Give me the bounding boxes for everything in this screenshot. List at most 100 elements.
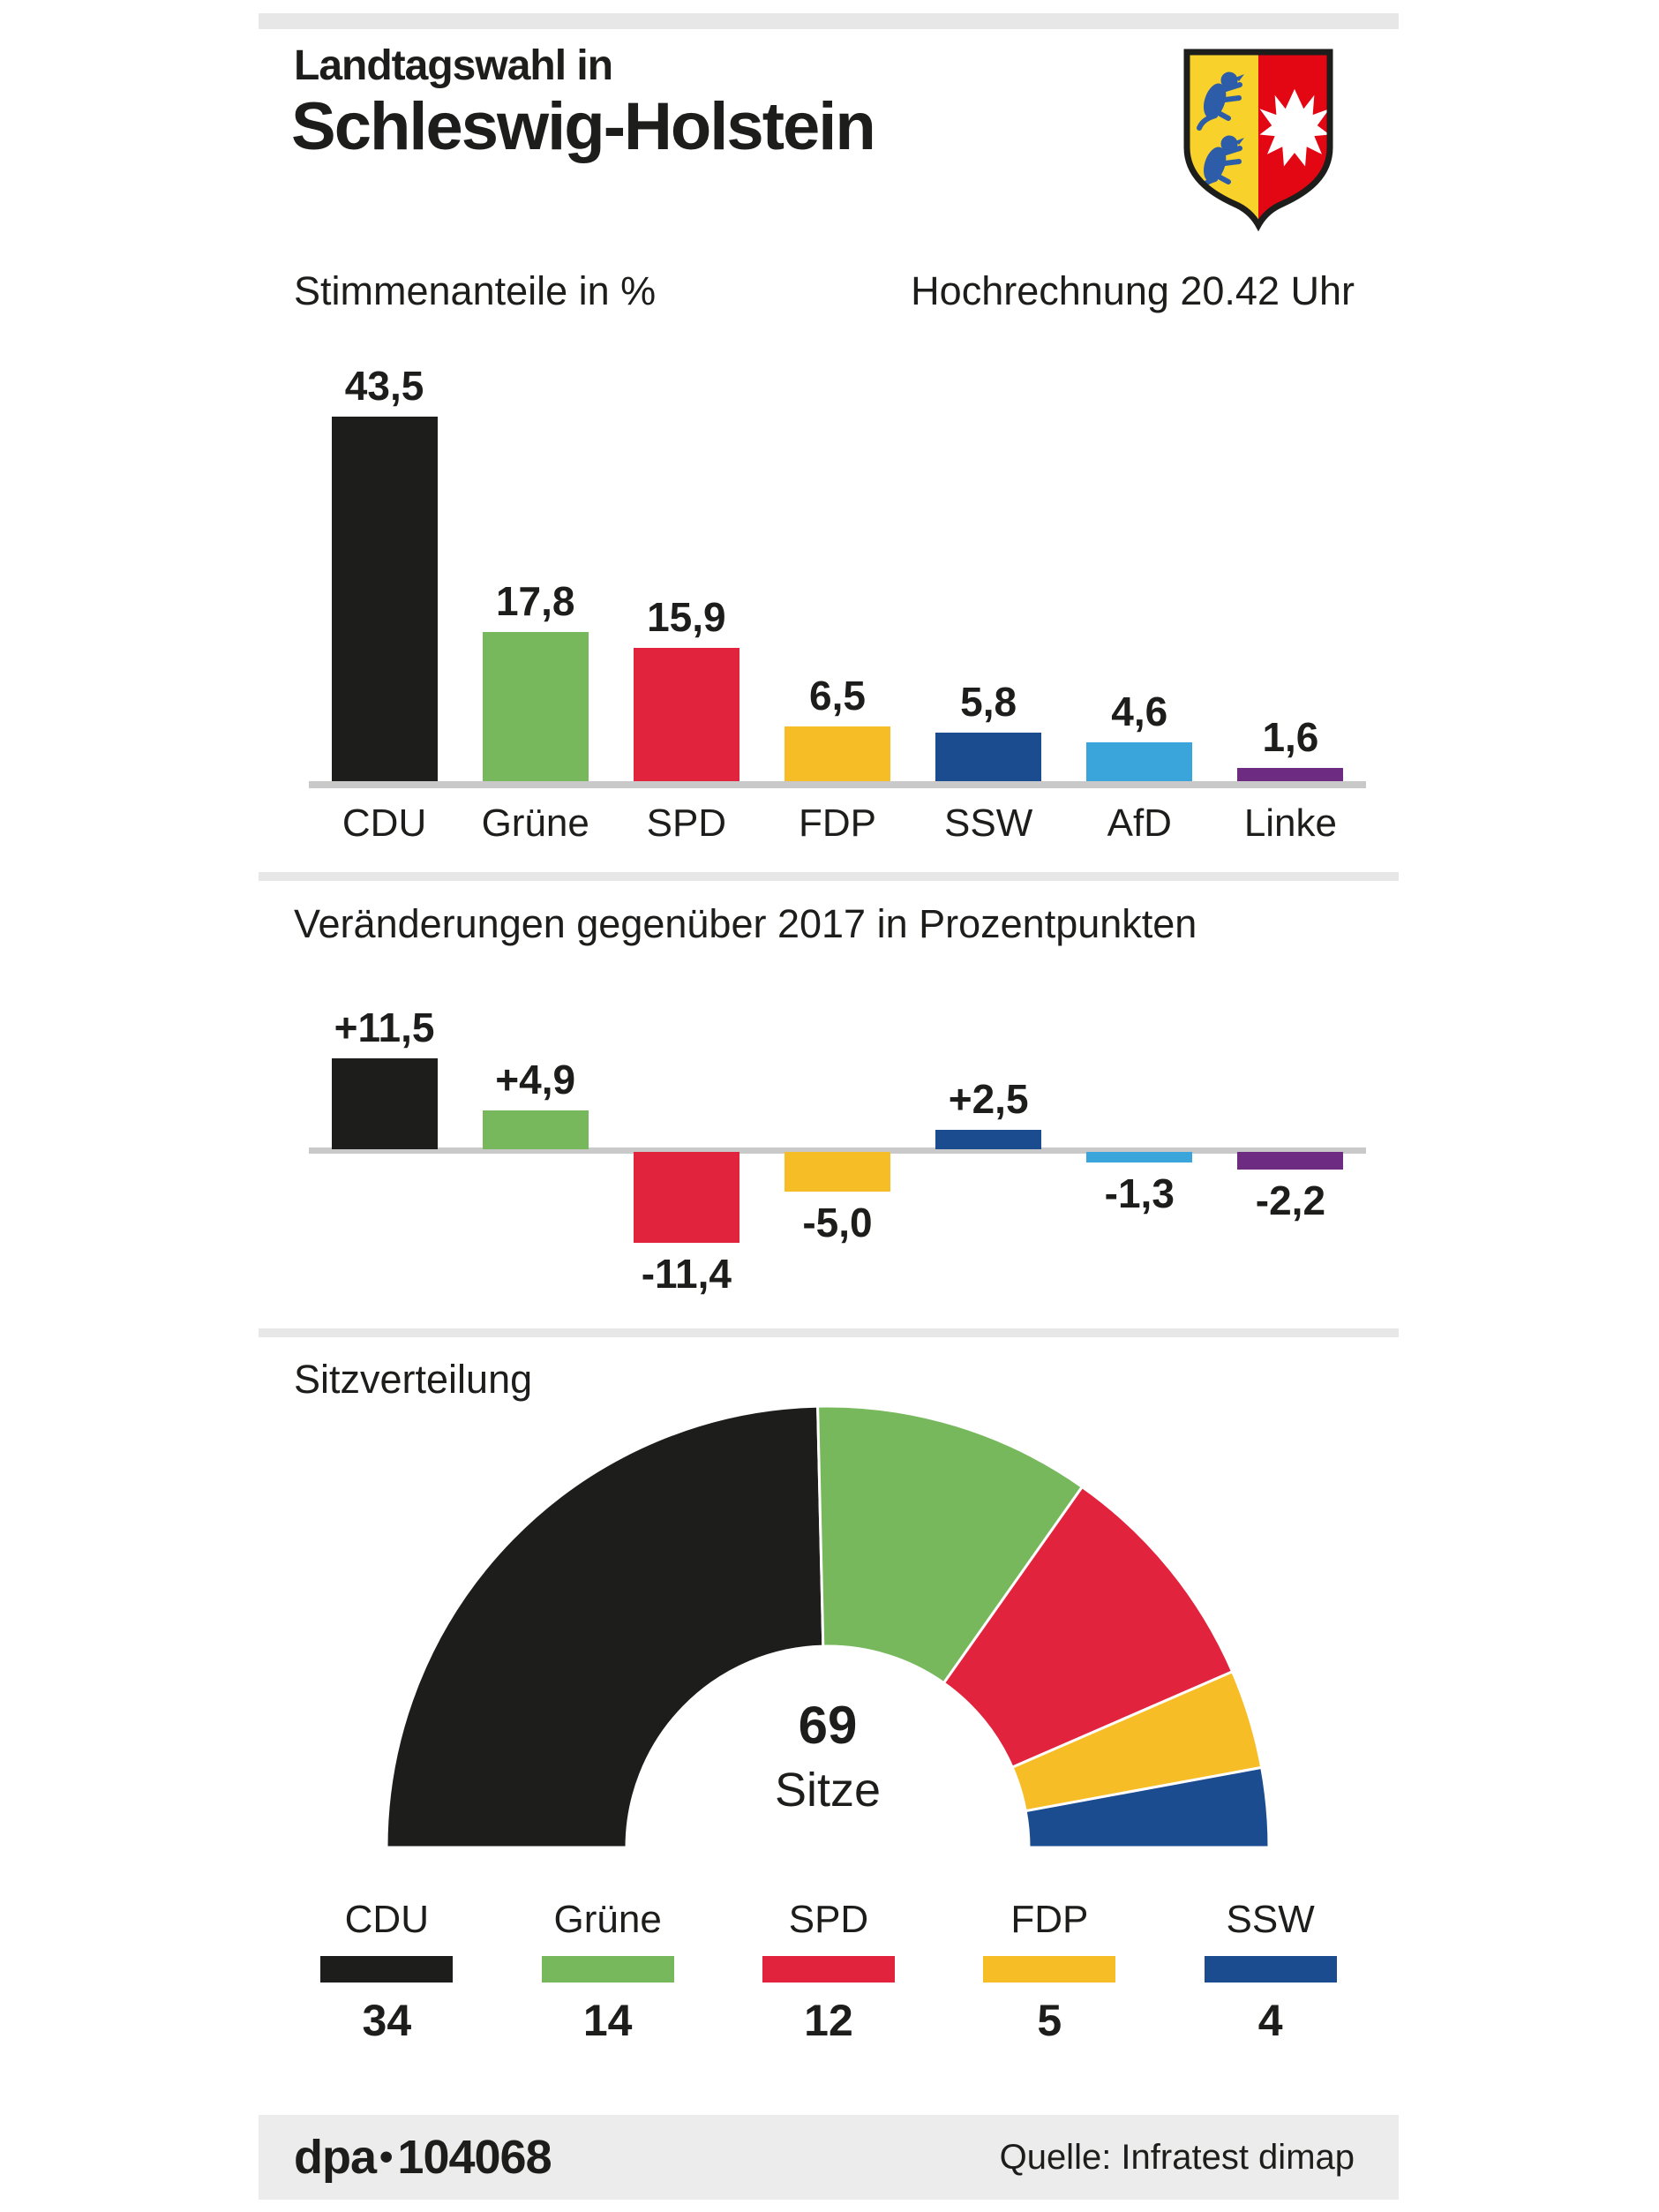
- change-label-spd: -11,4: [641, 1250, 732, 1297]
- category-label-ssw: SSW: [944, 801, 1033, 845]
- legend-item-cdu: CDU 34: [294, 1898, 479, 2046]
- legend-item-ssw: SSW 4: [1178, 1898, 1363, 2046]
- legend-item-fdp: FDP 5: [957, 1898, 1142, 2046]
- legend-swatch-fdp: [983, 1956, 1116, 1983]
- dpa-brand: dpa • 104068: [294, 2130, 552, 2185]
- chart2-column-spd: -11,4: [611, 953, 762, 1342]
- chart2-zero-line: [309, 1147, 1366, 1154]
- legend-swatch-cdu: [320, 1956, 454, 1983]
- nettle-leaf-icon: [1259, 88, 1330, 167]
- donut-slice-grune: [816, 1404, 1085, 1685]
- change-bar-fdp: [784, 1152, 890, 1192]
- value-label-grune: 17,8: [495, 577, 575, 624]
- donut-slice-ssw: [1024, 1765, 1271, 1849]
- change-label-fdp: -5,0: [802, 1200, 873, 1245]
- category-label-spd: SPD: [646, 801, 727, 845]
- change-label-afd: -1,3: [1104, 1170, 1175, 1216]
- category-label-cdu: CDU: [342, 801, 427, 845]
- value-label-linke: 1,6: [1262, 713, 1319, 760]
- change-bar-cdu: [331, 1057, 438, 1149]
- legend-swatch-grune: [541, 1956, 674, 1983]
- donut-slice-spd: [942, 1485, 1235, 1770]
- category-label-fdp: FDP: [798, 801, 876, 845]
- chart1-category-labels: CDU Grüne SPD FDP SSW AfD Linke: [309, 801, 1366, 846]
- value-label-ssw: 5,8: [960, 678, 1017, 725]
- content-column: Landtagswahl in Schleswig-Holstein: [259, 0, 1399, 2212]
- donut-center-label: 69 Sitze: [695, 1697, 960, 1819]
- change-bar-chart: +11,5 +4,9 -11,4 -5,0 +2,5 -1,3 -2,2: [309, 953, 1366, 1342]
- schleswig-holstein-coat-of-arms-icon: [1183, 49, 1333, 231]
- bar-cdu: [331, 416, 438, 781]
- legend-item-grune: Grüne 14: [515, 1898, 701, 2046]
- change-bar-afd: [1086, 1152, 1193, 1162]
- value-label-afd: 4,6: [1111, 688, 1168, 735]
- change-label-ssw: +2,5: [948, 1075, 1029, 1122]
- legend-seats-ssw: 4: [1257, 1996, 1283, 2045]
- donut-slice-cdu: [385, 1404, 825, 1849]
- vote-share-bar-chart: 43,5 17,8 15,9 6,5 5,8 4,6 1,6: [309, 353, 1366, 781]
- chart3-title: Sitzverteilung: [294, 1357, 533, 1402]
- seat-legend: CDU 34 Grüne 14 SPD 12 FDP 5 SSW 4: [259, 1898, 1399, 2046]
- chart1-column-afd: 4,6: [1064, 353, 1215, 781]
- category-label-grune: Grüne: [481, 801, 589, 845]
- chart1-baseline: [309, 781, 1366, 788]
- bar-ssw: [935, 732, 1042, 781]
- value-label-fdp: 6,5: [809, 673, 866, 719]
- bar-fdp: [784, 726, 890, 781]
- change-bar-spd: [633, 1152, 739, 1243]
- chart1-column-fdp: 6,5: [762, 353, 912, 781]
- shield-outline: [1183, 49, 1333, 231]
- chart2-column-grune: +4,9: [460, 953, 611, 1342]
- dpa-bullet-icon: •: [379, 2135, 393, 2178]
- chart1-column-ssw: 5,8: [913, 353, 1064, 781]
- source-credit: Quelle: Infratest dimap: [999, 2137, 1355, 2177]
- graphic-id: 104068: [397, 2131, 552, 2184]
- change-bar-ssw: [935, 1129, 1042, 1149]
- total-seats-unit: Sitze: [774, 1764, 882, 1817]
- bar-spd: [633, 647, 739, 781]
- legend-swatch-ssw: [1204, 1956, 1337, 1983]
- chart2-column-afd: -1,3: [1064, 953, 1215, 1342]
- category-label-afd: AfD: [1107, 801, 1172, 845]
- chart2-column-ssw: +2,5: [913, 953, 1064, 1342]
- value-label-cdu: 43,5: [344, 362, 424, 409]
- total-seats-value: 69: [798, 1696, 858, 1755]
- change-label-grune: +4,9: [495, 1056, 576, 1102]
- legend-party-grune: Grüne: [553, 1898, 662, 1941]
- change-bar-linke: [1237, 1152, 1344, 1170]
- legend-party-spd: SPD: [788, 1898, 869, 1941]
- chart1-column-cdu: 43,5: [309, 353, 460, 781]
- lion-icon-top: [1197, 71, 1244, 131]
- legend-item-spd: SPD 12: [736, 1898, 921, 2046]
- legend-seats-spd: 12: [804, 1996, 853, 2045]
- chart2-column-fdp: -5,0: [762, 953, 912, 1342]
- kicker: Landtagswahl in: [294, 42, 613, 89]
- bar-grune: [482, 631, 589, 781]
- chart1-title: Stimmenanteile in %: [294, 268, 657, 313]
- value-label-spd: 15,9: [647, 593, 726, 640]
- top-divider-bar: [259, 13, 1399, 29]
- chart1-annotation: Hochrechnung 20.42 Uhr: [911, 268, 1355, 313]
- legend-party-fdp: FDP: [1010, 1898, 1089, 1941]
- legend-seats-fdp: 5: [1037, 1996, 1062, 2045]
- section-divider-2: [259, 1328, 1399, 1337]
- chart2-column-linke: -2,2: [1215, 953, 1366, 1342]
- legend-seats-cdu: 34: [362, 1996, 412, 2045]
- legend-swatch-spd: [762, 1956, 895, 1983]
- chart2-title: Veränderungen gegenüber 2017 in Prozentp…: [294, 901, 1197, 946]
- chart1-column-spd: 15,9: [611, 353, 762, 781]
- change-label-linke: -2,2: [1255, 1177, 1326, 1223]
- page-title: Schleswig-Holstein: [291, 89, 876, 164]
- change-label-cdu: +11,5: [334, 1004, 435, 1050]
- category-label-linke: Linke: [1243, 801, 1337, 845]
- section-divider-1: [259, 872, 1399, 881]
- chart1-column-grune: 17,8: [460, 353, 611, 781]
- bar-linke: [1237, 767, 1344, 781]
- legend-party-ssw: SSW: [1226, 1898, 1315, 1941]
- legend-party-cdu: CDU: [344, 1898, 429, 1941]
- footer-bar: dpa • 104068 Quelle: Infratest dimap: [259, 2115, 1399, 2200]
- bar-afd: [1086, 742, 1193, 781]
- chart2-column-cdu: +11,5: [309, 953, 460, 1342]
- seat-distribution-half-donut: [385, 1404, 1271, 1849]
